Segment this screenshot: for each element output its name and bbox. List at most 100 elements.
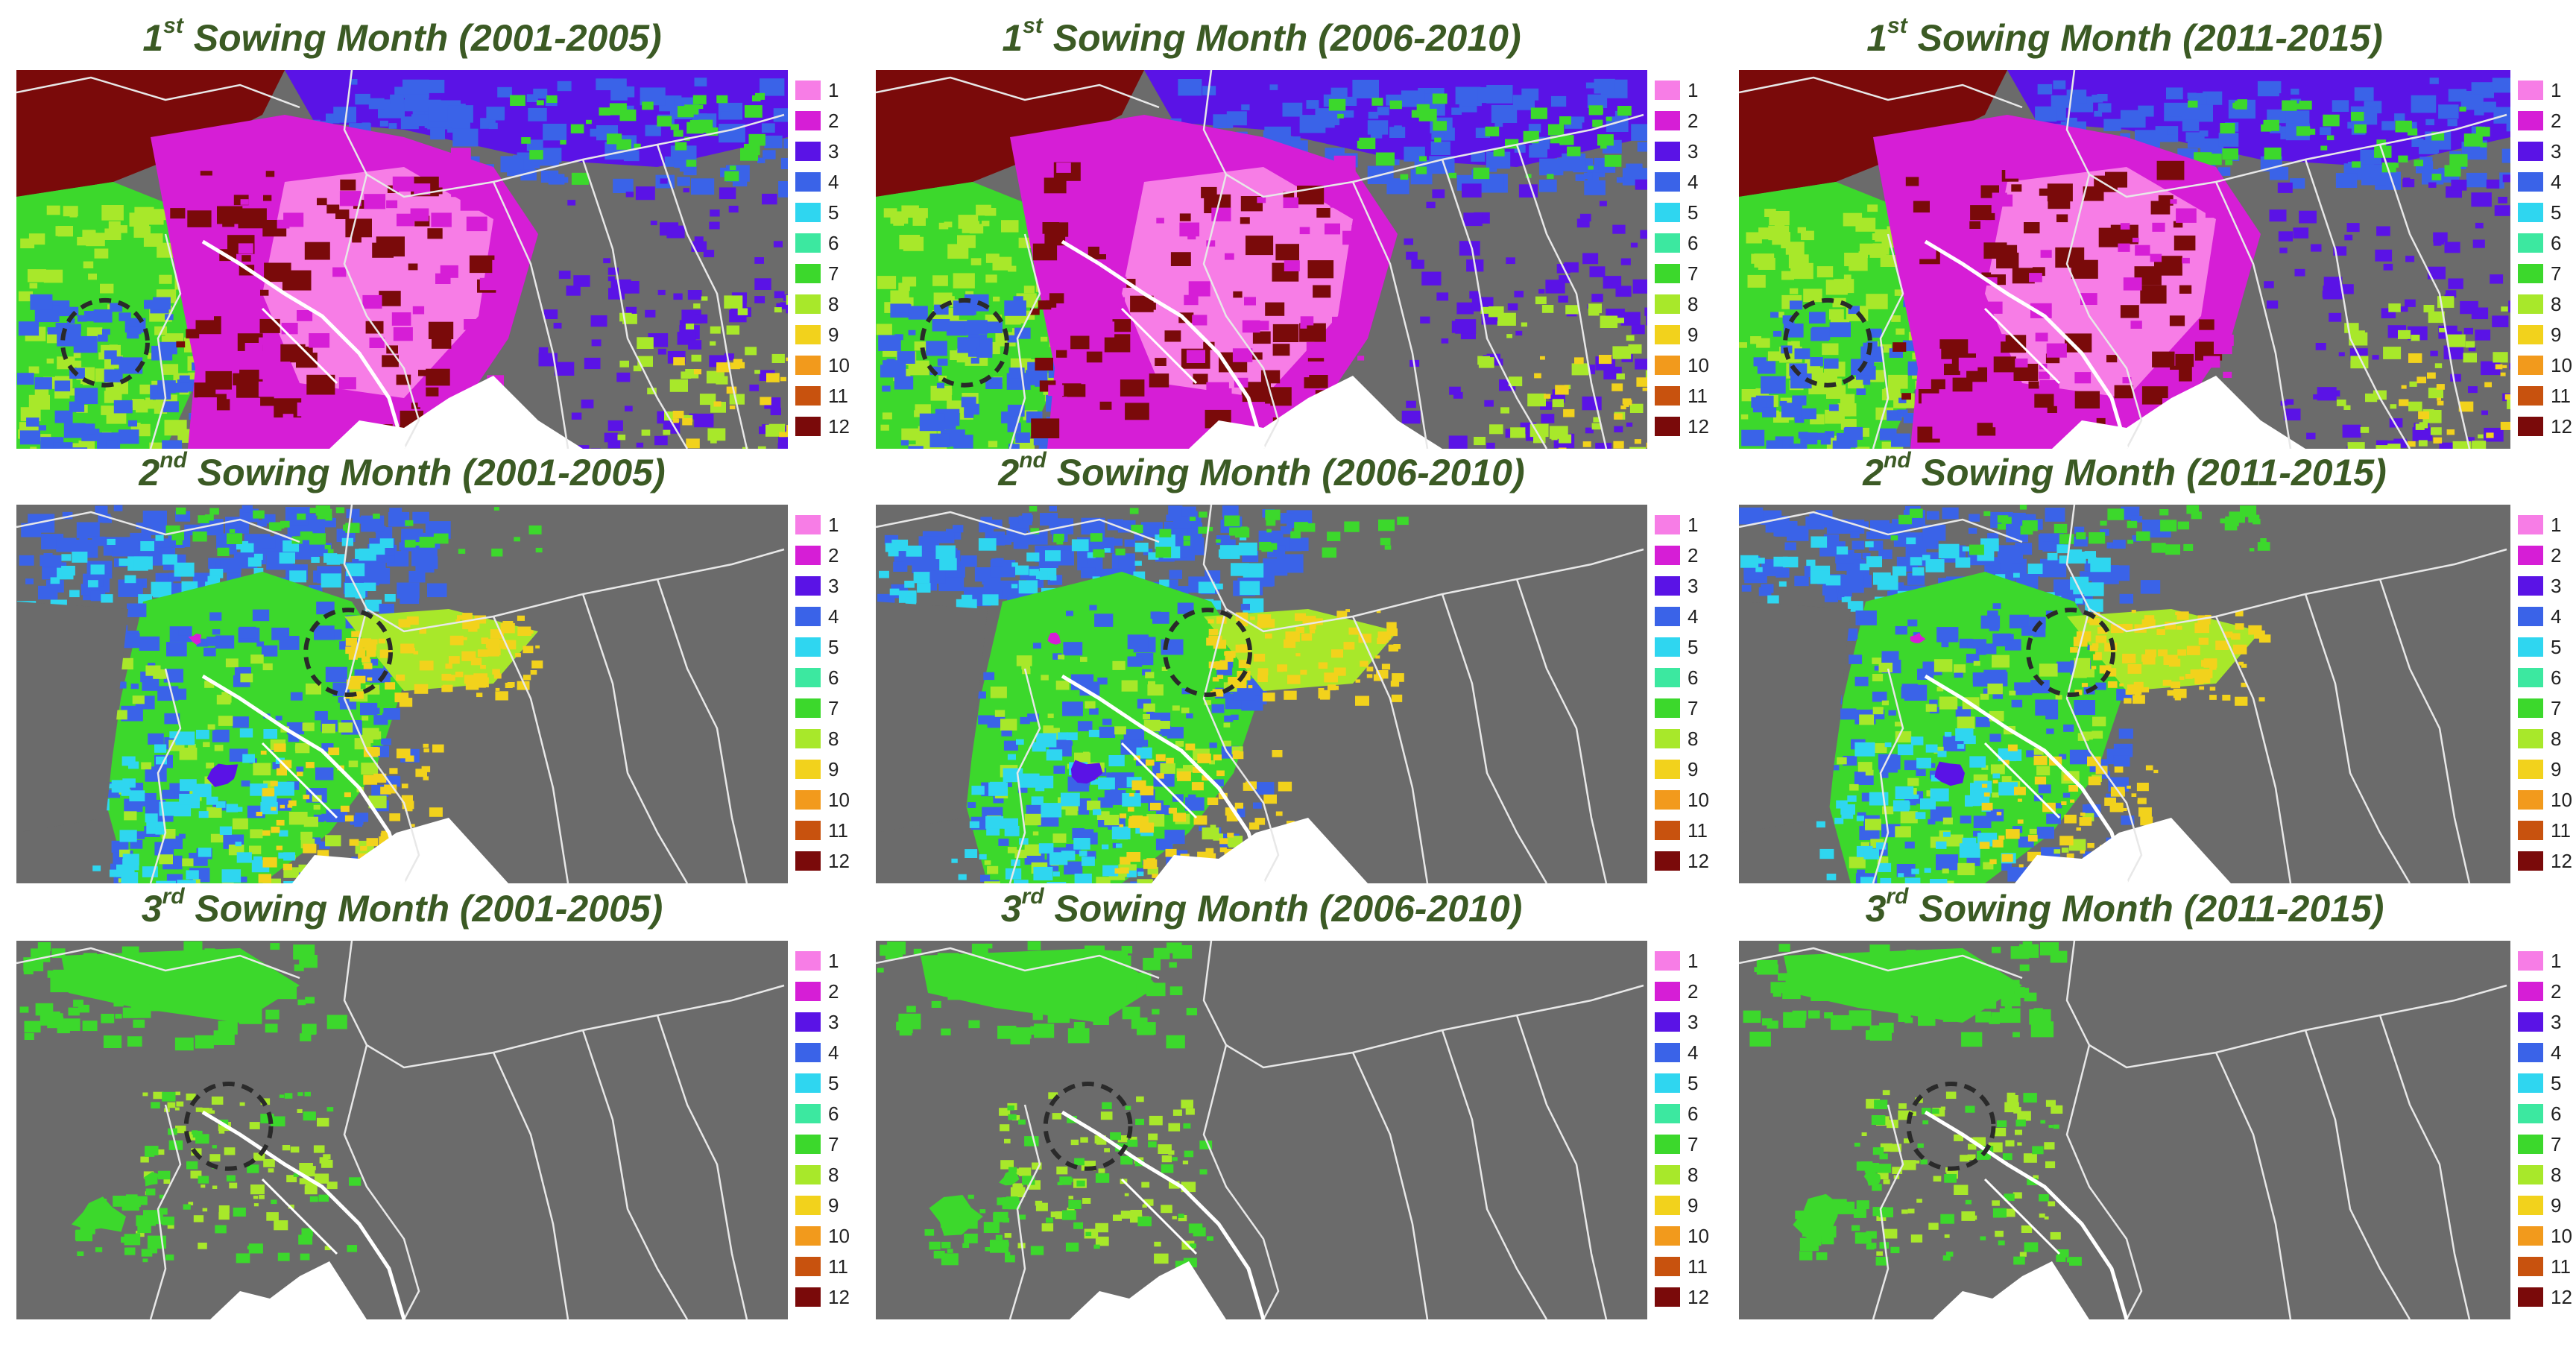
legend-item: 5 <box>1655 200 1726 224</box>
legend-label: 10 <box>2551 1225 2572 1247</box>
legend-item: 7 <box>2518 261 2576 285</box>
legend-item: 12 <box>795 1284 866 1308</box>
map-panel: 3rd Sowing Month (2001-2005) 1 2 3 4 5 6 7 8 9 10 1… <box>16 880 866 1323</box>
legend-swatch <box>795 546 821 565</box>
legend-label: 12 <box>1688 850 1709 872</box>
month-legend: 1 2 3 4 5 6 7 8 9 10 11 12 <box>795 948 866 1317</box>
legend-swatch <box>2518 790 2543 810</box>
panel-title: 2nd Sowing Month (2001-2005) <box>16 444 788 502</box>
legend-item: 10 <box>1655 787 1726 811</box>
legend-label: 11 <box>2551 385 2571 407</box>
legend-swatch <box>795 668 821 687</box>
legend-swatch <box>795 851 821 871</box>
legend-label: 4 <box>1688 605 1699 628</box>
legend-label: 3 <box>1688 575 1699 597</box>
legend-item: 2 <box>1655 543 1726 567</box>
legend-item: 3 <box>795 139 866 163</box>
legend-item: 5 <box>1655 634 1726 658</box>
month-legend: 1 2 3 4 5 6 7 8 9 10 11 12 <box>1655 948 1726 1317</box>
legend-swatch <box>1655 1012 1680 1032</box>
legend-label: 2 <box>2551 544 2562 567</box>
map-panel: 2nd Sowing Month (2001-2005) 1 2 3 4 5 6 7 8 9 10 1… <box>16 444 866 887</box>
legend-label: 12 <box>828 1286 850 1308</box>
legend-label: 7 <box>2551 1133 2562 1155</box>
legend-item: 8 <box>1655 726 1726 750</box>
legend-label: 3 <box>1688 1011 1699 1033</box>
panel-title: 3rd Sowing Month (2001-2005) <box>16 880 788 938</box>
legend-swatch <box>2518 233 2543 253</box>
legend-swatch <box>2518 637 2543 657</box>
legend-item: 4 <box>1655 1040 1726 1064</box>
title-ordinal-suffix: nd <box>1884 448 1911 473</box>
legend-label: 8 <box>2551 728 2562 750</box>
highlight-circle <box>60 297 150 388</box>
legend-item: 8 <box>2518 291 2576 315</box>
panel-title: 3rd Sowing Month (2006-2010) <box>876 880 1647 938</box>
legend-swatch <box>795 729 821 748</box>
legend-item: 2 <box>1655 108 1726 132</box>
legend-item: 9 <box>795 322 866 346</box>
legend-item: 11 <box>1655 383 1726 407</box>
legend-label: 11 <box>1688 1255 1708 1278</box>
map-panel: 2nd Sowing Month (2011-2015) 1 2 3 4 5 6 7 8 9 10 1… <box>1739 444 2576 887</box>
map-panel: 1st Sowing Month (2006-2010) 1 2 3 4 5 6 7 8 9 10 1… <box>876 9 1726 452</box>
legend-label: 5 <box>828 201 839 224</box>
legend-swatch <box>795 325 821 344</box>
legend-item: 6 <box>795 1101 866 1125</box>
legend-label: 11 <box>2551 819 2571 842</box>
legend-swatch <box>795 637 821 657</box>
title-ordinal-suffix: nd <box>160 448 187 473</box>
month-legend: 1 2 3 4 5 6 7 8 9 10 11 12 <box>1655 78 1726 447</box>
legend-swatch <box>1655 142 1680 161</box>
legend-swatch <box>795 790 821 810</box>
legend-swatch <box>1655 668 1680 687</box>
legend-label: 9 <box>828 758 839 780</box>
title-ordinal: 1 <box>142 17 164 59</box>
legend-item: 6 <box>2518 1101 2576 1125</box>
legend-item: 5 <box>2518 200 2576 224</box>
legend-swatch <box>795 142 821 161</box>
sowing-month-map <box>876 70 1647 449</box>
legend-swatch <box>2518 1135 2543 1154</box>
legend-label: 2 <box>1688 544 1699 567</box>
legend-label: 6 <box>1688 666 1699 689</box>
month-legend: 1 2 3 4 5 6 7 8 9 10 11 12 <box>795 512 866 881</box>
legend-swatch <box>2518 951 2543 971</box>
legend-label: 6 <box>828 666 839 689</box>
legend-item: 7 <box>795 695 866 719</box>
legend-swatch <box>2518 1043 2543 1062</box>
legend-label: 7 <box>1688 262 1699 285</box>
title-ordinal: 1 <box>1866 17 1888 59</box>
legend-label: 2 <box>1688 110 1699 132</box>
legend-swatch <box>2518 668 2543 687</box>
legend-swatch <box>2518 851 2543 871</box>
legend-item: 4 <box>1655 169 1726 193</box>
legend-swatch <box>2518 760 2543 779</box>
title-text: Sowing Month (2011-2015) <box>1910 452 2387 493</box>
map-raster <box>876 505 1647 883</box>
legend-item: 1 <box>795 512 866 536</box>
legend-item: 2 <box>795 979 866 1003</box>
legend-label: 9 <box>1688 1194 1699 1217</box>
legend-item: 7 <box>795 1132 866 1155</box>
legend-item: 12 <box>2518 848 2576 872</box>
sowing-month-map <box>16 505 788 883</box>
legend-label: 6 <box>828 232 839 254</box>
legend-swatch <box>1655 698 1680 718</box>
legend-swatch <box>1655 1165 1680 1184</box>
legend-label: 12 <box>2551 1286 2572 1308</box>
legend-swatch <box>1655 386 1680 406</box>
legend-label: 4 <box>1688 171 1699 193</box>
legend-swatch <box>795 172 821 192</box>
highlight-circle <box>2026 608 2116 698</box>
legend-item: 2 <box>795 543 866 567</box>
legend-label: 4 <box>2551 171 2562 193</box>
legend-swatch <box>795 951 821 971</box>
title-text: Sowing Month (2006-2010) <box>1044 888 1523 930</box>
legend-label: 1 <box>828 79 839 101</box>
map-raster <box>1739 70 2510 449</box>
legend-item: 12 <box>1655 848 1726 872</box>
legend-label: 5 <box>828 636 839 658</box>
legend-item: 10 <box>2518 1223 2576 1247</box>
legend-label: 1 <box>1688 514 1699 536</box>
